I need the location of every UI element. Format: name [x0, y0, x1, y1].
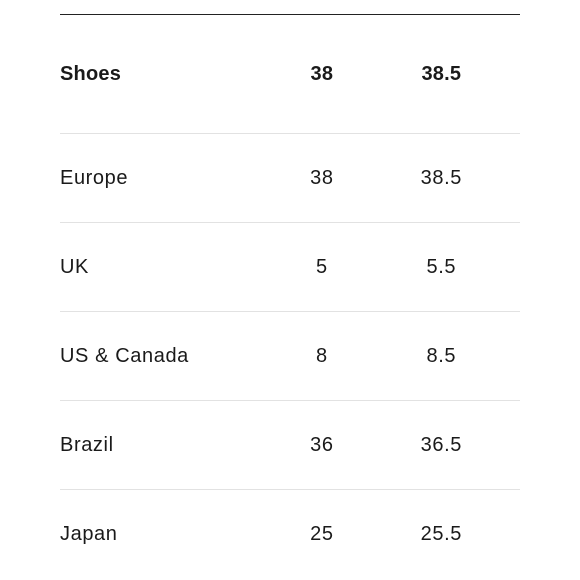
- table-header-row: Shoes 38 38.5: [60, 15, 520, 134]
- row-value-col2: 25.5: [420, 523, 462, 545]
- header-shoes-label: Shoes: [60, 62, 122, 85]
- row-value-col1: 25: [310, 523, 334, 545]
- row-label: Europe: [60, 166, 129, 189]
- table-row-uk: UK 5 5.5: [60, 223, 520, 312]
- header-size-38-5: 38.5: [421, 62, 462, 85]
- row-value-col2: 36.5: [420, 433, 462, 456]
- row-value-col1: 36: [310, 433, 334, 456]
- row-value-col1: 8: [315, 344, 328, 367]
- row-value-col1: 5: [315, 255, 328, 278]
- row-label: Brazil: [60, 433, 114, 456]
- table-row-europe: Europe 38 38.5: [60, 134, 520, 223]
- table-row-us-canada: US & Canada 8 8.5: [60, 312, 520, 401]
- row-label: Japan: [60, 523, 118, 545]
- row-label: UK: [60, 255, 89, 278]
- row-value-col2: 38.5: [420, 166, 462, 189]
- table-row-japan: Japan 25 25.5: [60, 490, 520, 579]
- header-size-38: 38: [310, 62, 334, 85]
- row-value-col1: 38: [310, 166, 334, 189]
- table-row-brazil: Brazil 36 36.5: [60, 401, 520, 490]
- shoe-size-table: Shoes 38 38.5 Europe 38 38.5 UK 5 5.5 US…: [60, 14, 520, 579]
- row-value-col2: 5.5: [426, 255, 457, 278]
- row-value-col2: 8.5: [426, 344, 457, 367]
- row-label: US & Canada: [60, 344, 189, 367]
